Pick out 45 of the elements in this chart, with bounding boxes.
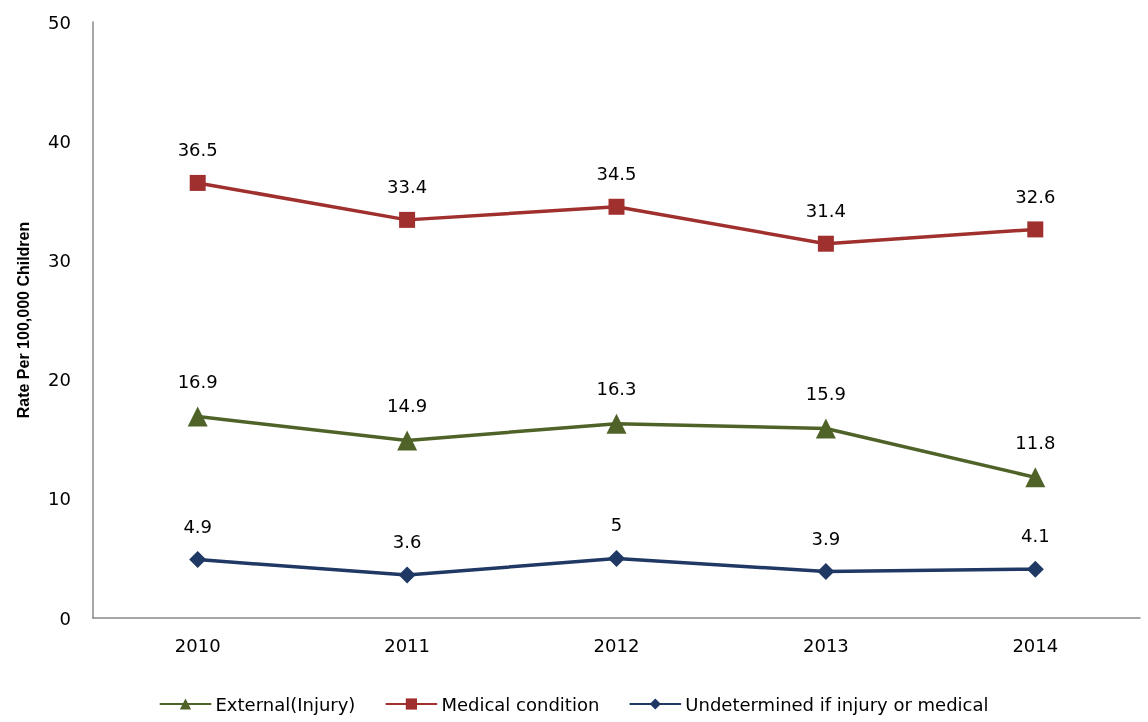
point <box>608 198 625 215</box>
data-label: 34.5 <box>596 163 637 185</box>
data-label: 14.9 <box>387 394 428 416</box>
y-tick-label: 20 <box>48 369 71 391</box>
x-tick-label: 2013 <box>802 634 849 656</box>
data-label: 11.8 <box>1015 431 1056 453</box>
point <box>399 211 416 228</box>
legend-label: Medical condition <box>441 693 600 715</box>
x-tick-label: 2014 <box>1012 634 1059 656</box>
data-label: 31.4 <box>805 200 846 222</box>
legend-label: Undetermined if injury or medical <box>685 693 989 715</box>
point <box>189 174 206 191</box>
y-tick-label: 30 <box>48 249 71 271</box>
point <box>187 406 208 427</box>
data-label: 3.6 <box>392 531 422 553</box>
point <box>1027 221 1044 238</box>
data-label: 32.6 <box>1015 185 1056 207</box>
point <box>817 563 835 581</box>
data-label: 33.4 <box>387 176 428 198</box>
data-label: 16.3 <box>596 378 637 400</box>
point <box>1025 467 1046 488</box>
y-tick-label: 40 <box>48 130 71 152</box>
y-tick-label: 10 <box>48 488 71 510</box>
x-tick-label: 2012 <box>593 634 640 656</box>
x-tick-label: 2011 <box>384 634 431 656</box>
point <box>1026 560 1044 578</box>
data-label: 5 <box>610 514 623 536</box>
data-label: 15.9 <box>805 382 846 404</box>
point <box>608 549 625 567</box>
data-label: 3.9 <box>811 527 841 549</box>
point <box>815 418 836 439</box>
legend-label: External(Injury) <box>215 693 356 715</box>
point <box>606 413 627 434</box>
data-label: 36.5 <box>177 139 218 161</box>
data-label: 16.9 <box>177 371 218 393</box>
point <box>398 566 416 584</box>
y-axis-title: Rate Per 100,000 Children <box>14 221 32 419</box>
point <box>817 235 834 252</box>
data-label: 4.9 <box>183 515 213 537</box>
data-label: 4.1 <box>1020 525 1050 547</box>
x-tick-label: 2010 <box>174 634 221 656</box>
y-tick-label: 50 <box>48 11 71 33</box>
y-tick-label: 0 <box>59 607 71 629</box>
point <box>397 430 418 451</box>
point <box>189 551 207 569</box>
